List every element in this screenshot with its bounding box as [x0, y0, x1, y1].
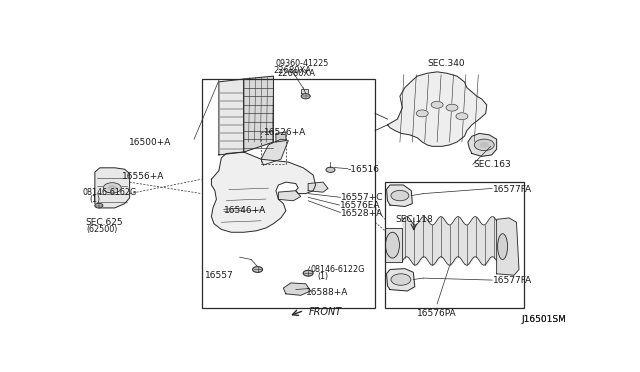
Polygon shape — [244, 76, 273, 152]
Polygon shape — [278, 191, 301, 201]
Circle shape — [431, 101, 443, 108]
Circle shape — [416, 110, 428, 117]
Text: (1): (1) — [89, 195, 100, 204]
Text: 16546+A: 16546+A — [224, 206, 266, 215]
Text: 22680XA: 22680XA — [277, 69, 316, 78]
Ellipse shape — [498, 234, 508, 260]
Text: J16501SM: J16501SM — [521, 315, 566, 324]
Circle shape — [253, 267, 262, 272]
Text: 16576EA: 16576EA — [340, 201, 381, 210]
Circle shape — [326, 167, 335, 172]
Text: 08146-6122G: 08146-6122G — [310, 265, 365, 274]
Text: FRONT: FRONT — [309, 307, 342, 317]
Text: 16577FA: 16577FA — [493, 185, 532, 194]
Polygon shape — [276, 132, 286, 142]
Circle shape — [103, 183, 121, 193]
Text: J16501SM: J16501SM — [521, 315, 566, 324]
Text: SEC.340: SEC.340 — [428, 59, 465, 68]
Circle shape — [480, 142, 488, 147]
Text: 08146-6162G: 08146-6162G — [83, 187, 137, 197]
Ellipse shape — [385, 232, 399, 258]
Polygon shape — [385, 228, 403, 262]
Circle shape — [391, 274, 411, 285]
Polygon shape — [497, 218, 519, 275]
Text: SEC.163: SEC.163 — [474, 160, 511, 169]
Text: 16576PA: 16576PA — [417, 309, 457, 318]
Text: -16516: -16516 — [348, 165, 380, 174]
Bar — [385, 182, 524, 308]
Circle shape — [456, 113, 468, 120]
Polygon shape — [468, 134, 497, 156]
Polygon shape — [388, 72, 486, 146]
Circle shape — [95, 203, 103, 208]
Polygon shape — [95, 168, 129, 208]
Polygon shape — [219, 79, 244, 155]
Polygon shape — [387, 269, 415, 291]
Text: 16588+A: 16588+A — [306, 288, 348, 297]
Text: SEC.625: SEC.625 — [85, 218, 123, 227]
Circle shape — [303, 270, 313, 276]
Circle shape — [446, 104, 458, 111]
Circle shape — [474, 139, 494, 151]
Polygon shape — [284, 283, 310, 295]
Circle shape — [391, 190, 409, 201]
Circle shape — [108, 186, 116, 190]
Text: 16577FA: 16577FA — [493, 276, 532, 285]
Text: 09360-41225: 09360-41225 — [276, 59, 330, 68]
Text: (62500): (62500) — [86, 225, 117, 234]
Text: 16557: 16557 — [205, 271, 234, 280]
Polygon shape — [308, 182, 328, 192]
Bar — [202, 79, 375, 308]
Text: 16528+A: 16528+A — [341, 209, 383, 218]
Text: 16526+A: 16526+A — [264, 128, 306, 137]
Polygon shape — [211, 152, 316, 232]
Polygon shape — [301, 89, 308, 93]
Polygon shape — [387, 185, 412, 206]
Text: 22680XA: 22680XA — [273, 66, 312, 75]
Polygon shape — [261, 139, 288, 165]
Text: 16500+A: 16500+A — [129, 138, 172, 147]
Text: 16557+C: 16557+C — [341, 193, 384, 202]
Text: 16556+A: 16556+A — [122, 172, 164, 181]
Text: SEC.118: SEC.118 — [395, 215, 433, 224]
Circle shape — [301, 94, 310, 99]
Text: (1): (1) — [317, 272, 328, 281]
